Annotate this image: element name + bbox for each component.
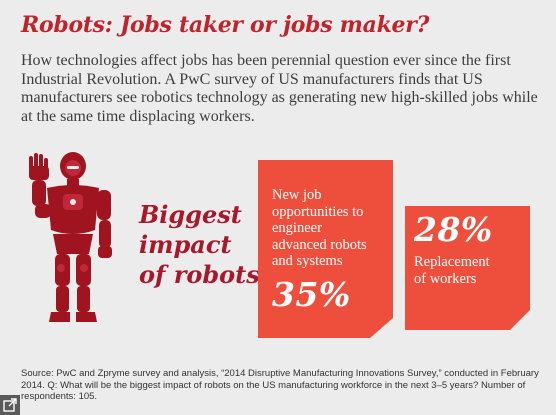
expand-button[interactable] bbox=[0, 395, 20, 415]
bar-new-jobs-label-1: New job bbox=[272, 187, 322, 203]
bar-replacement-fill bbox=[405, 206, 530, 330]
bar-replacement-label-2: of workers bbox=[414, 270, 477, 287]
impact-line-1: Biggest bbox=[139, 200, 242, 229]
impact-heading: Biggest impact of robots bbox=[139, 200, 260, 290]
bar-new-jobs-value: 35% bbox=[272, 275, 351, 314]
bar-replacement-value: 28% bbox=[414, 210, 493, 249]
bar-replacement-label: Replacement of workers bbox=[414, 254, 490, 287]
robot-illustration bbox=[23, 150, 123, 334]
bar-new-jobs-fill bbox=[258, 160, 393, 338]
bar-replacement-label-1: Replacement bbox=[414, 254, 490, 270]
bar-replacement-shape bbox=[405, 206, 530, 330]
expand-icon bbox=[3, 398, 17, 412]
bar-new-jobs-shape bbox=[258, 160, 393, 338]
bar-new-jobs-label: New job opportunities to engineer advanc… bbox=[272, 187, 367, 270]
bar-new-jobs: New job opportunities to engineer advanc… bbox=[258, 160, 393, 338]
impact-line-2: impact bbox=[139, 230, 232, 259]
bar-new-jobs-label-5: and systems bbox=[272, 253, 343, 269]
bar-new-jobs-label-2: opportunities to bbox=[272, 203, 364, 220]
intro-paragraph: How technologies affect jobs has been pe… bbox=[21, 52, 538, 125]
source-note: Source: PwC and Zpryme survey and analys… bbox=[21, 368, 539, 402]
bar-new-jobs-label-3: engineer bbox=[272, 220, 322, 236]
page-title: Robots: Jobs taker or jobs maker? bbox=[21, 12, 430, 38]
bar-new-jobs-label-4: advanced robots bbox=[272, 236, 367, 253]
impact-line-3: of robots bbox=[139, 260, 260, 289]
bar-replacement: 28% Replacement of workers bbox=[405, 206, 530, 330]
